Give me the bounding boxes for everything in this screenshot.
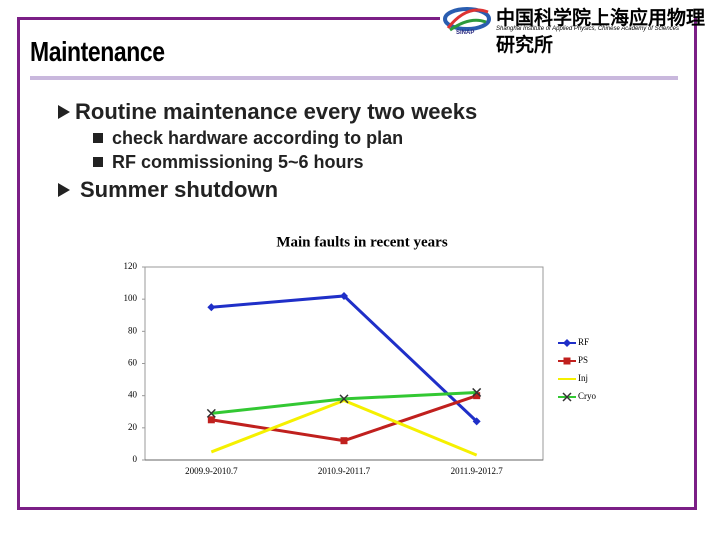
marker xyxy=(563,339,571,347)
marker xyxy=(563,357,571,365)
sub-bullet: check hardware according to plan xyxy=(112,128,404,148)
logo-mark xyxy=(443,7,491,32)
chart-title: Main faults in recent years xyxy=(276,234,448,250)
logo-cn: 中国科学院上海应用物理研究所 xyxy=(496,7,706,56)
y-tick-label: 60 xyxy=(128,358,138,368)
arrow-bullet xyxy=(58,183,70,197)
y-tick-label: 120 xyxy=(124,261,138,271)
series-line xyxy=(211,394,478,443)
arrow-bullet xyxy=(58,105,70,119)
marker xyxy=(473,392,481,400)
y-tick-label: 80 xyxy=(128,325,138,335)
top-rule xyxy=(17,17,440,20)
marker xyxy=(206,408,216,418)
y-tick-label: 100 xyxy=(124,293,138,303)
series-line xyxy=(211,294,478,423)
bullet: Summer shutdown xyxy=(80,177,279,202)
x-tick-label: 2011.9-2012.7 xyxy=(451,466,504,476)
x-tick-label: 2009.9-2010.7 xyxy=(185,466,238,476)
y-tick-label: 20 xyxy=(128,422,138,432)
logo-abbr: SINAP xyxy=(456,30,475,36)
marker xyxy=(472,417,481,426)
series-line xyxy=(210,398,478,457)
marker xyxy=(339,394,349,404)
y-tick-label: 40 xyxy=(128,390,138,400)
square-bullet xyxy=(93,133,103,143)
marker xyxy=(340,291,348,300)
sub-bullet: RF commissioning 5~6 hours xyxy=(112,152,364,172)
marker xyxy=(472,387,482,397)
title-underline xyxy=(30,76,678,80)
marker xyxy=(207,303,216,312)
slide-title: Maintenance xyxy=(30,36,165,67)
logo-en: Shanghai Institute of Applied Physics, C… xyxy=(496,26,679,32)
x-tick-label: 2010.9-2011.7 xyxy=(318,466,371,476)
legend-label: PS xyxy=(578,355,588,365)
square-bullet xyxy=(93,157,103,167)
legend-label: RF xyxy=(578,337,589,347)
marker xyxy=(207,416,215,424)
bullet: Routine maintenance every two weeks xyxy=(75,99,478,124)
legend-label: Inj xyxy=(578,373,588,383)
marker xyxy=(562,392,572,402)
legend-label: Cryo xyxy=(578,391,597,401)
slide-frame xyxy=(17,17,697,510)
y-tick-label: 0 xyxy=(133,454,138,464)
marker xyxy=(340,437,348,445)
